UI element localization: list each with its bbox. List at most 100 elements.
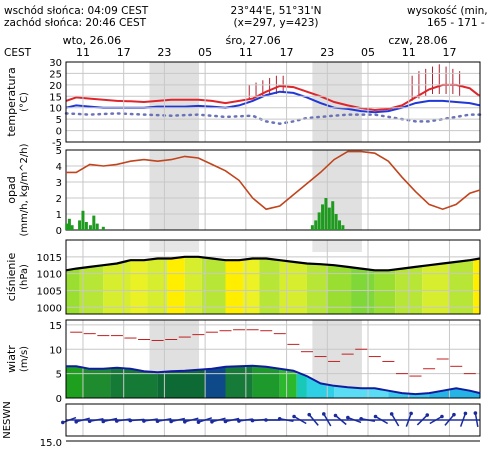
hour-label: 11: [76, 46, 90, 59]
wind-arrow: [184, 417, 199, 423]
cloudiness-line: [66, 150, 481, 211]
wind-arrow-head: [182, 420, 187, 424]
bottom-panel: 15.0: [40, 438, 480, 449]
precip-bar: [81, 210, 85, 230]
wind-arrow: [62, 416, 77, 424]
panel-border: [65, 61, 481, 143]
wind-arrow-head: [321, 412, 326, 416]
precipitation-panel: 0 1 2 3 4 5 opad (mm/h, kg/m^2/h): [5, 143, 481, 237]
y-tick-label: 1015: [37, 253, 62, 264]
wind-arrow: [375, 415, 389, 425]
wind-arrow: [308, 414, 319, 426]
wind-arrow-head: [452, 412, 456, 417]
y-tick-label: 5: [56, 146, 62, 157]
precip-bar: [321, 204, 325, 230]
wind-arrow-head: [61, 420, 65, 425]
wind-arrow: [347, 416, 362, 424]
wind-arrow: [238, 418, 253, 422]
y-tick-label: 1005: [37, 286, 62, 297]
night-band: [149, 240, 200, 252]
y-axis-unit: (mm/h, kg/m^2/h): [19, 143, 30, 236]
precip-bar: [334, 214, 338, 230]
y-axis-label: opad: [5, 176, 18, 203]
wind-arrow-head: [440, 414, 444, 419]
hour-label: 17: [442, 46, 456, 59]
wind-color-band: [225, 365, 253, 398]
night-band: [312, 240, 362, 252]
precip-bar: [84, 222, 88, 230]
y-axis-label: NESWN: [2, 401, 13, 439]
wind-arrow-head: [277, 416, 282, 421]
hour-label: 11: [239, 46, 253, 59]
y-tick-label: 1010: [37, 270, 62, 281]
panel-border: [65, 239, 481, 315]
wind-arrow-head: [425, 413, 430, 417]
y-tick-label: 2: [56, 194, 62, 205]
wind-arrow-head: [155, 419, 160, 424]
wind-arrow: [116, 418, 131, 422]
y-tick-label: 15.0: [40, 438, 62, 446]
precip-bar: [331, 201, 335, 230]
wind-arrow: [391, 413, 400, 427]
y-axis-unit: (hPa): [19, 264, 30, 290]
wind-arrow: [225, 417, 240, 423]
day-label: wto, 26.06: [63, 34, 122, 47]
precip-bar: [92, 215, 96, 230]
panel-border: [65, 403, 481, 437]
height-values: 165 - 171 -: [427, 17, 485, 29]
y-axis-unit: (°C): [19, 92, 30, 112]
y-tick-label: 1: [56, 210, 62, 221]
wind-arrow-head: [250, 418, 255, 423]
wind-arrow-head: [142, 419, 146, 423]
wind-arrow: [293, 415, 307, 425]
y-tick-label: -5: [52, 138, 62, 149]
hour-labels: 11 17 23 05 11 17 23 05 11 17: [76, 46, 456, 59]
panel-border: [65, 319, 481, 399]
wind-arrow-head: [389, 412, 394, 416]
hour-label: 05: [198, 46, 212, 59]
hour-label: 05: [361, 46, 375, 59]
wind-arrow: [323, 413, 332, 427]
y-axis-label: wiatr: [5, 345, 18, 373]
pressure-line: [65, 255, 481, 272]
wind-arrow: [459, 413, 467, 427]
y-tick-label: 25: [49, 69, 62, 80]
wind-arrow: [360, 418, 376, 422]
wind-arrow: [279, 418, 294, 422]
day-label: czw, 28.06: [388, 34, 447, 47]
height-label: wysokość (min, śr: [407, 5, 490, 17]
wind-arrow-head: [223, 419, 228, 424]
wind-color-band: [82, 365, 111, 398]
wind-arrow: [211, 417, 226, 423]
wind-arrow-head: [333, 413, 338, 418]
precip-bar: [70, 225, 74, 230]
y-tick-label: 4: [56, 162, 62, 173]
night-band: [149, 62, 200, 142]
wind-arrow-head: [128, 418, 133, 423]
wind-panel: 0 5 10 15 wiatr (m/s): [5, 319, 481, 405]
plot-area: [66, 150, 480, 230]
timezone-label: CEST: [4, 47, 32, 59]
y-axis-unit: (m/s): [19, 346, 30, 372]
precip-bar: [78, 220, 82, 230]
wind-arrow-head: [237, 419, 241, 423]
hour-label: 23: [157, 46, 171, 59]
wind-arrow-head: [307, 412, 312, 417]
hour-label: 23: [320, 46, 334, 59]
wind-arrow-head: [473, 411, 478, 415]
wind-arrow: [335, 414, 347, 426]
wind-arrow-head: [292, 414, 296, 419]
y-tick-label: 10: [49, 104, 62, 115]
wind-arrow: [429, 415, 443, 425]
y-axis-label: temperatura: [5, 67, 18, 136]
pressure-color-band: [473, 240, 480, 314]
wind-arrow-head: [463, 411, 468, 416]
wind-arrow: [157, 418, 172, 422]
wind-arrow: [198, 417, 213, 423]
precip-bar: [65, 223, 69, 230]
wind-arrow-head: [196, 420, 201, 424]
wind-arrow-head: [114, 419, 119, 423]
wind-arrow: [170, 417, 185, 423]
pressure-panel: 1000 1005 1010 1015 ciśnienie (hPa): [5, 239, 481, 315]
